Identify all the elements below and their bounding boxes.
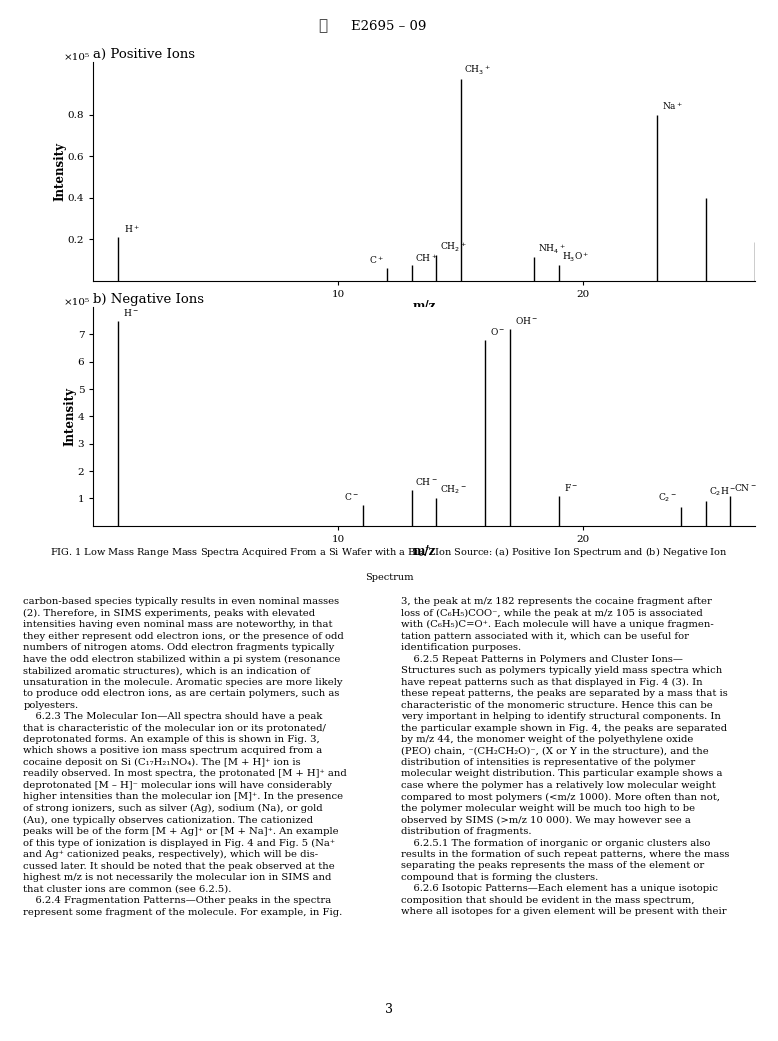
Text: H$_3$O$^+$: H$_3$O$^+$ bbox=[562, 251, 590, 264]
Text: CH$^+$: CH$^+$ bbox=[415, 253, 438, 264]
Text: H$^-$: H$^-$ bbox=[123, 307, 138, 319]
Text: CH$_3$$^+$: CH$_3$$^+$ bbox=[464, 64, 492, 77]
Text: CH$_2$$^+$: CH$_2$$^+$ bbox=[440, 240, 467, 254]
Text: C$^-$: C$^-$ bbox=[345, 491, 359, 503]
Text: CH$^-$: CH$^-$ bbox=[415, 477, 438, 487]
Text: 3: 3 bbox=[385, 1004, 393, 1016]
Text: ×10⁵: ×10⁵ bbox=[63, 298, 89, 307]
Text: Ⓜ: Ⓜ bbox=[318, 19, 328, 33]
Text: NH$_4$$^+$: NH$_4$$^+$ bbox=[538, 243, 566, 256]
Text: H$^+$: H$^+$ bbox=[124, 224, 140, 235]
Text: C$_2$H$^-$: C$_2$H$^-$ bbox=[710, 486, 736, 499]
Text: Spectrum: Spectrum bbox=[365, 574, 413, 582]
X-axis label: m/z: m/z bbox=[412, 545, 436, 558]
Text: Na$^+$: Na$^+$ bbox=[661, 101, 683, 112]
Text: a) Positive Ions: a) Positive Ions bbox=[93, 48, 195, 61]
Text: OH$^-$: OH$^-$ bbox=[514, 315, 538, 326]
Text: E2695 – 09: E2695 – 09 bbox=[352, 20, 426, 32]
Text: CN$^-$: CN$^-$ bbox=[734, 482, 756, 493]
X-axis label: m/z: m/z bbox=[412, 301, 436, 313]
Text: F$^-$: F$^-$ bbox=[563, 482, 578, 493]
Text: ×10⁵: ×10⁵ bbox=[63, 53, 89, 62]
Text: b) Negative Ions: b) Negative Ions bbox=[93, 293, 205, 306]
Text: C$^+$: C$^+$ bbox=[369, 255, 384, 266]
Y-axis label: Intensity: Intensity bbox=[54, 143, 66, 201]
Text: FIG. 1 Low Mass Range Mass Spectra Acquired From a Si Wafer with a Bi$_3$$^+$ Io: FIG. 1 Low Mass Range Mass Spectra Acqui… bbox=[50, 544, 728, 560]
Text: O$^-$: O$^-$ bbox=[490, 326, 506, 337]
Y-axis label: Intensity: Intensity bbox=[63, 387, 76, 446]
Text: 3, the peak at m/z 182 represents the cocaine fragment after
loss of (C₆H₅)COO⁻,: 3, the peak at m/z 182 represents the co… bbox=[401, 598, 729, 916]
Text: carbon-based species typically results in even nominal masses
(2). Therefore, in: carbon-based species typically results i… bbox=[23, 598, 347, 916]
Text: C$_2$$^-$: C$_2$$^-$ bbox=[658, 491, 678, 504]
Text: CH$_2$$^-$: CH$_2$$^-$ bbox=[440, 483, 467, 496]
